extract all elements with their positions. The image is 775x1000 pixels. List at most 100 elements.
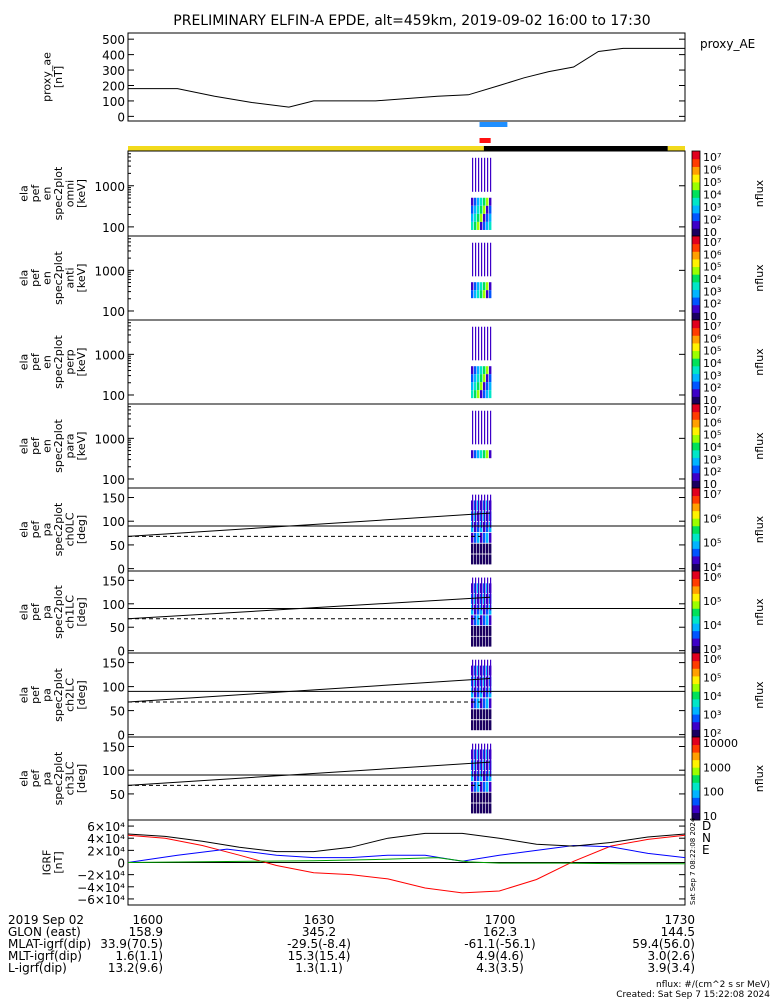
en_perp-spectrogram-cell: [474, 366, 477, 375]
en_perp-colorbar-segment: [692, 350, 700, 359]
en_perp-ylabel-line: pef: [29, 352, 42, 371]
footer-l-value: 1.3(1.1): [295, 961, 343, 975]
en_omni-ylabel-line: ela: [17, 185, 30, 202]
pa_ch2-spectrogram: [471, 659, 492, 731]
pa_ch0-spectrogram-cell: [471, 543, 474, 554]
en_perp-colorbar-tick: 10³: [703, 369, 721, 382]
en_omni-spectrogram-cell: [477, 221, 480, 230]
en_omni-spectrogram-cell: [480, 197, 483, 206]
en_para-ylabel-line: ela: [17, 438, 30, 455]
en_perp-ylabel-line: ela: [17, 354, 30, 371]
en_para-spectrogram: [471, 410, 492, 459]
en_para-colorbar-segment: [692, 434, 700, 443]
pa_ch1-spectrogram-trace: [472, 577, 474, 611]
pa_ch0-colorbar-tick: 10⁷: [703, 488, 721, 501]
en_perp-colorbar-tick: 10⁵: [703, 345, 721, 358]
en_anti-colorbar-segment: [692, 312, 700, 321]
en_perp-colorbar-segment: [692, 373, 700, 382]
pa_ch1-spectrogram-trace: [487, 577, 489, 611]
pa_ch0-spectrogram-trace: [475, 494, 477, 528]
en_anti-frame: [127, 235, 686, 321]
footer-mlat-value: -29.5(-8.4): [287, 937, 351, 951]
en_para-colorbar-label: nflux: [753, 432, 766, 460]
footer-mlt-value: 4.9(4.6): [476, 949, 524, 963]
en_anti-spectrogram-cell: [474, 290, 477, 299]
en_para-spectrogram-trace: [484, 410, 486, 445]
pa_ch3-spectrogram-cell: [477, 792, 480, 803]
en_perp-colorbar-tick: 10⁴: [703, 357, 722, 370]
pa_ch2-spectrogram-cell: [483, 720, 486, 731]
en_para-colorbar-tick: 10: [703, 478, 717, 491]
pa_ch0-colorbar-segment: [692, 533, 700, 542]
pa_ch3-spectrogram-cell: [474, 803, 477, 814]
en_omni-colorbar-segment: [692, 212, 700, 222]
pa_ch3-spectrogram-cell: [480, 781, 483, 792]
pa_ch1-spectrogram-cell: [486, 615, 489, 626]
pa_ch2-colorbar-segment: [692, 714, 700, 723]
en_omni-spectrogram-cell: [489, 221, 492, 230]
en_para-colorbar-segment: [692, 457, 700, 466]
pa_ch2-spectrogram-cell: [486, 709, 489, 720]
pa_ch0-colorbar-segment: [692, 503, 700, 512]
en_para-colorbar-segment: [692, 442, 700, 451]
en_perp-colorbar-segment: [692, 365, 700, 374]
en_anti-colorbar-segment: [692, 243, 700, 252]
en_omni-colorbar-segment: [692, 205, 700, 214]
pa_ch1-tick-label: 150: [102, 574, 125, 588]
pa_ch0-colorbar-segment: [692, 555, 700, 564]
en_para-tick-label: 100: [102, 473, 125, 487]
en_perp-ylabel-line: en: [40, 355, 53, 369]
pa_ch1-spectrogram-cell: [471, 636, 474, 647]
pa_ch3-colorbar-segment: [692, 812, 700, 821]
en_perp-ylabel-line: perp: [63, 349, 76, 374]
pa_ch3-spectrogram-cell: [471, 803, 474, 814]
pa_ch1-colorbar-tick: 10⁴: [703, 619, 722, 632]
en_omni-spectrogram-cell: [471, 221, 474, 230]
pa_ch2-colorbar-segment: [692, 729, 700, 738]
igrf-series-N: [127, 844, 686, 863]
pa_ch1-colorbar-segment: [692, 593, 700, 602]
pa_ch1-spectrogram-cell: [489, 636, 492, 647]
pa_ch2-colorbar-segment: [692, 683, 700, 692]
pa_ch0-spectrogram-cell: [474, 543, 477, 554]
en_omni-spectrogram-cell: [471, 197, 474, 206]
en_para-spectrogram-trace: [481, 410, 483, 445]
proxy-ae-tick-label: 300: [102, 64, 125, 78]
figure-title: PRELIMINARY ELFIN-A EPDE, alt=459km, 201…: [173, 13, 650, 29]
en_omni-ylabel-line: spec2plot: [52, 166, 65, 220]
en_perp-spectrogram-cell: [474, 390, 477, 399]
en_omni-spectrogram-cell: [489, 213, 492, 222]
igrf-label-N: N: [702, 831, 711, 845]
en_anti-colorbar-label: nflux: [753, 264, 766, 292]
footer-glon-value: 162.3: [483, 925, 517, 939]
en_omni-spectrogram-cell: [477, 197, 480, 206]
en_perp-colorbar-segment: [692, 381, 700, 390]
pa_ch2-colorbar-segment: [692, 653, 700, 662]
en_omni-colorbar-tick: 10⁴: [703, 189, 722, 202]
created-stamp: Created: Sat Sep 7 15:22:08 2024: [616, 990, 770, 1000]
en_anti-colorbar-segment: [692, 281, 700, 290]
sunlit-bar: [128, 146, 484, 151]
pa_ch3-spectrogram-cell: [489, 792, 492, 803]
en_para-ylabel-line: spec2plot: [52, 419, 65, 473]
pa_ch0-spectrogram-cell: [471, 532, 474, 543]
pa_ch2-spectrogram-cell: [474, 720, 477, 731]
pa_ch1-spectrogram-cell: [480, 625, 483, 636]
pa_ch2-colorbar-label: nflux: [753, 681, 766, 709]
en_anti-colorbar-segment: [692, 266, 700, 275]
en_perp-spectrogram-cell: [483, 390, 486, 399]
en_omni-spectrogram-cell: [477, 205, 480, 214]
en_anti-spectrogram-cell: [477, 290, 480, 299]
en_omni-colorbar-tick: 10⁷: [703, 151, 721, 164]
en_perp-spectrogram-cell: [489, 382, 492, 391]
pa_ch3-colorbar-segment: [692, 804, 700, 813]
en_perp-colorbar-segment: [692, 327, 700, 336]
en_perp-ylabel-line: [keV]: [75, 348, 88, 377]
en_perp-spectrogram-cell: [474, 374, 477, 383]
igrf-stamp: Sat Sep 7 08:22:08 2024: [689, 817, 697, 905]
en_para-frame: [127, 403, 686, 489]
en_anti-ylabel-line: ela: [17, 270, 30, 287]
en_omni-ylabel-line: pef: [29, 184, 42, 203]
